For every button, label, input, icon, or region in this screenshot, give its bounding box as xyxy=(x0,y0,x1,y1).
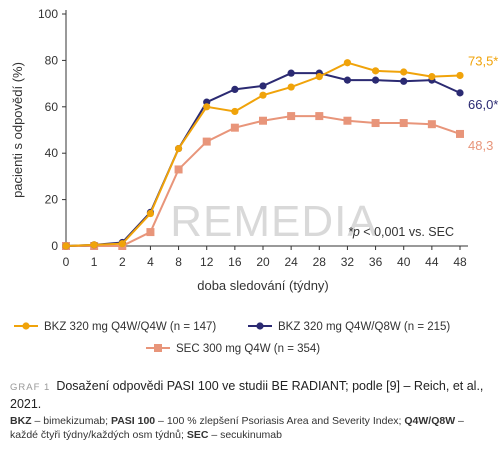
data-point xyxy=(146,228,155,237)
series-end-label: 73,5* xyxy=(468,53,498,68)
y-tick-label: 60 xyxy=(45,100,59,114)
abbr-definition: – 100 % zlepšení Psoriasis Area and Seve… xyxy=(155,415,405,427)
significance-note: *p < 0,001 vs. SEC xyxy=(348,225,454,239)
data-point xyxy=(90,241,98,249)
series-layer: 48,3 66,0* 73,5* xyxy=(62,53,498,250)
y-tick-label: 0 xyxy=(51,239,58,253)
y-axis-title: pacienti s odpovědí (%) xyxy=(10,62,25,198)
x-tick-label: 20 xyxy=(256,255,270,269)
data-point xyxy=(287,112,296,121)
x-axis-title: doba sledování (týdny) xyxy=(197,278,329,293)
series-end-label: 66,0* xyxy=(468,97,498,112)
data-point xyxy=(343,59,352,67)
x-tick-label: 2 xyxy=(119,255,126,269)
x-tick-label: 32 xyxy=(341,255,355,269)
data-point xyxy=(118,240,126,248)
data-point xyxy=(400,77,408,85)
data-point xyxy=(456,71,464,80)
abbr-definition: – bimekizumab; xyxy=(31,415,111,427)
data-point xyxy=(371,119,380,128)
y-tick-label: 20 xyxy=(45,193,59,207)
data-point xyxy=(231,107,239,116)
caption-text: Dosažení odpovědi PASI 100 ve studii BE … xyxy=(10,379,484,411)
abbr-definition: – secukinumab xyxy=(208,429,282,441)
figure-number: GRAF 1 xyxy=(10,382,51,393)
data-point xyxy=(230,123,239,132)
abbr-term: SEC xyxy=(186,429,209,441)
abbr-definition: – každé čtyři týdny/každých osm týdnů; xyxy=(10,415,464,441)
series-end-label: 48,3 xyxy=(468,138,493,153)
data-point xyxy=(174,144,183,153)
data-point xyxy=(343,116,352,125)
x-tick-label: 28 xyxy=(313,255,327,269)
data-point xyxy=(259,116,267,125)
x-tick-label: 48 xyxy=(453,255,467,269)
data-point xyxy=(427,120,436,129)
legend: BKZ 320 mg Q4W/Q4W (n = 147) BKZ 320 mg Q… xyxy=(14,321,450,355)
abbr-term: Q4W/Q8W xyxy=(404,415,456,427)
legend-marker xyxy=(154,344,162,352)
data-point xyxy=(399,119,408,128)
figure-caption: GRAF 1 Dosažení odpovědi PASI 100 ve stud… xyxy=(10,378,492,412)
x-tick-label: 0 xyxy=(63,255,70,269)
data-point xyxy=(343,76,352,84)
data-point xyxy=(202,137,211,146)
data-point xyxy=(174,165,183,174)
data-point xyxy=(259,91,267,99)
legend-marker xyxy=(22,322,30,330)
x-tick-label: 36 xyxy=(369,255,383,269)
legend-label: BKZ 320 mg Q4W/Q4W (n = 147) xyxy=(44,321,216,333)
data-point xyxy=(315,112,324,121)
abbreviations-note: BKZ – bimekizumab; PASI 100 – 100 % zlep… xyxy=(10,414,492,442)
data-point xyxy=(456,89,464,97)
data-point xyxy=(371,67,380,75)
data-point xyxy=(400,68,408,76)
data-point xyxy=(146,209,155,218)
data-point xyxy=(371,76,380,84)
abbr-term: BKZ xyxy=(10,415,32,427)
data-point xyxy=(203,103,211,111)
legend-marker xyxy=(256,322,264,330)
data-point xyxy=(62,242,70,250)
x-tick-label: 1 xyxy=(91,255,98,269)
data-point xyxy=(456,129,464,138)
watermark: REMEDIA xyxy=(170,197,377,246)
x-tick-label: 40 xyxy=(397,255,411,269)
data-point xyxy=(315,73,323,81)
data-point xyxy=(231,85,239,93)
data-point xyxy=(287,69,295,77)
y-tick-label: 80 xyxy=(45,53,59,67)
x-tick-label: 4 xyxy=(147,255,154,269)
y-tick-label: 100 xyxy=(38,7,58,21)
data-point xyxy=(428,73,436,81)
abbr-term: PASI 100 xyxy=(110,415,156,427)
y-tick-label: 40 xyxy=(45,146,59,160)
legend-label: SEC 300 mg Q4W (n = 354) xyxy=(176,343,320,355)
x-tick-label: 44 xyxy=(425,255,439,269)
data-point xyxy=(287,83,295,91)
data-point xyxy=(259,82,267,90)
x-tick-label: 16 xyxy=(228,255,242,269)
x-tick-label: 24 xyxy=(284,255,298,269)
x-tick-label: 8 xyxy=(175,255,182,269)
legend-label: BKZ 320 mg Q4W/Q8W (n = 215) xyxy=(278,321,450,333)
x-tick-label: 12 xyxy=(200,255,214,269)
